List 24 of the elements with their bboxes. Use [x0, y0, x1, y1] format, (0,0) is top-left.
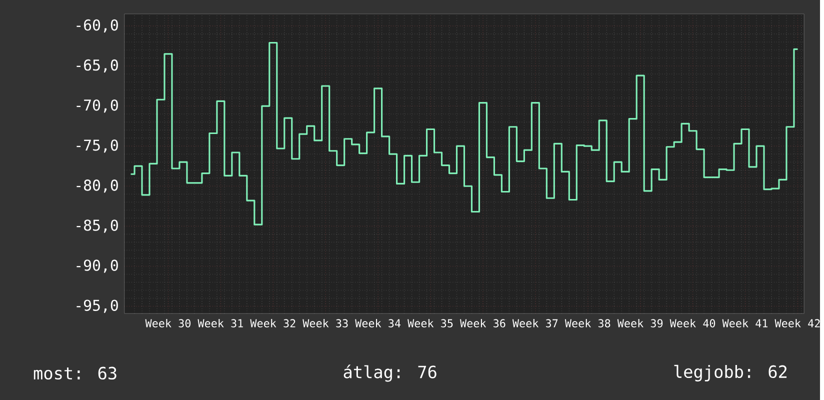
x-tick-label: Week 40 — [670, 318, 716, 328]
text: most: 63 — [34, 366, 116, 380]
y-tick-label: -65,0 — [76, 59, 118, 73]
y-tick-label: -95,0 — [76, 300, 118, 313]
y-tick-label: -70,0 — [76, 99, 118, 113]
x-tick-label: Week 41 — [722, 318, 768, 328]
x-tick-label: Week 39 — [617, 318, 663, 328]
x-tick-label: Week 30 — [145, 318, 191, 328]
x-tick-label: Week 34 — [355, 318, 401, 328]
x-tick-label: Week 42 — [774, 318, 820, 328]
y-tick-label: -90,0 — [76, 260, 118, 273]
x-tick-label: Week 38 — [564, 318, 610, 328]
y-tick-label: -75,0 — [76, 140, 118, 153]
x-tick-label: Week 35 — [408, 318, 453, 328]
x-tick-label: Week 31 — [198, 318, 243, 328]
x-tick-label: Week 36 — [460, 318, 506, 328]
y-tick-label: -60,0 — [76, 19, 118, 32]
text: átlag: 76 — [344, 364, 436, 382]
x-tick-label: Week 37 — [512, 318, 558, 328]
y-tick-label: -85,0 — [76, 220, 118, 233]
x-tick-label: Week 33 — [302, 318, 348, 328]
x-tick-label: Week 32 — [250, 318, 296, 328]
text: legjobb: 62 — [674, 364, 787, 382]
y-tick-label: -80,0 — [76, 180, 118, 193]
